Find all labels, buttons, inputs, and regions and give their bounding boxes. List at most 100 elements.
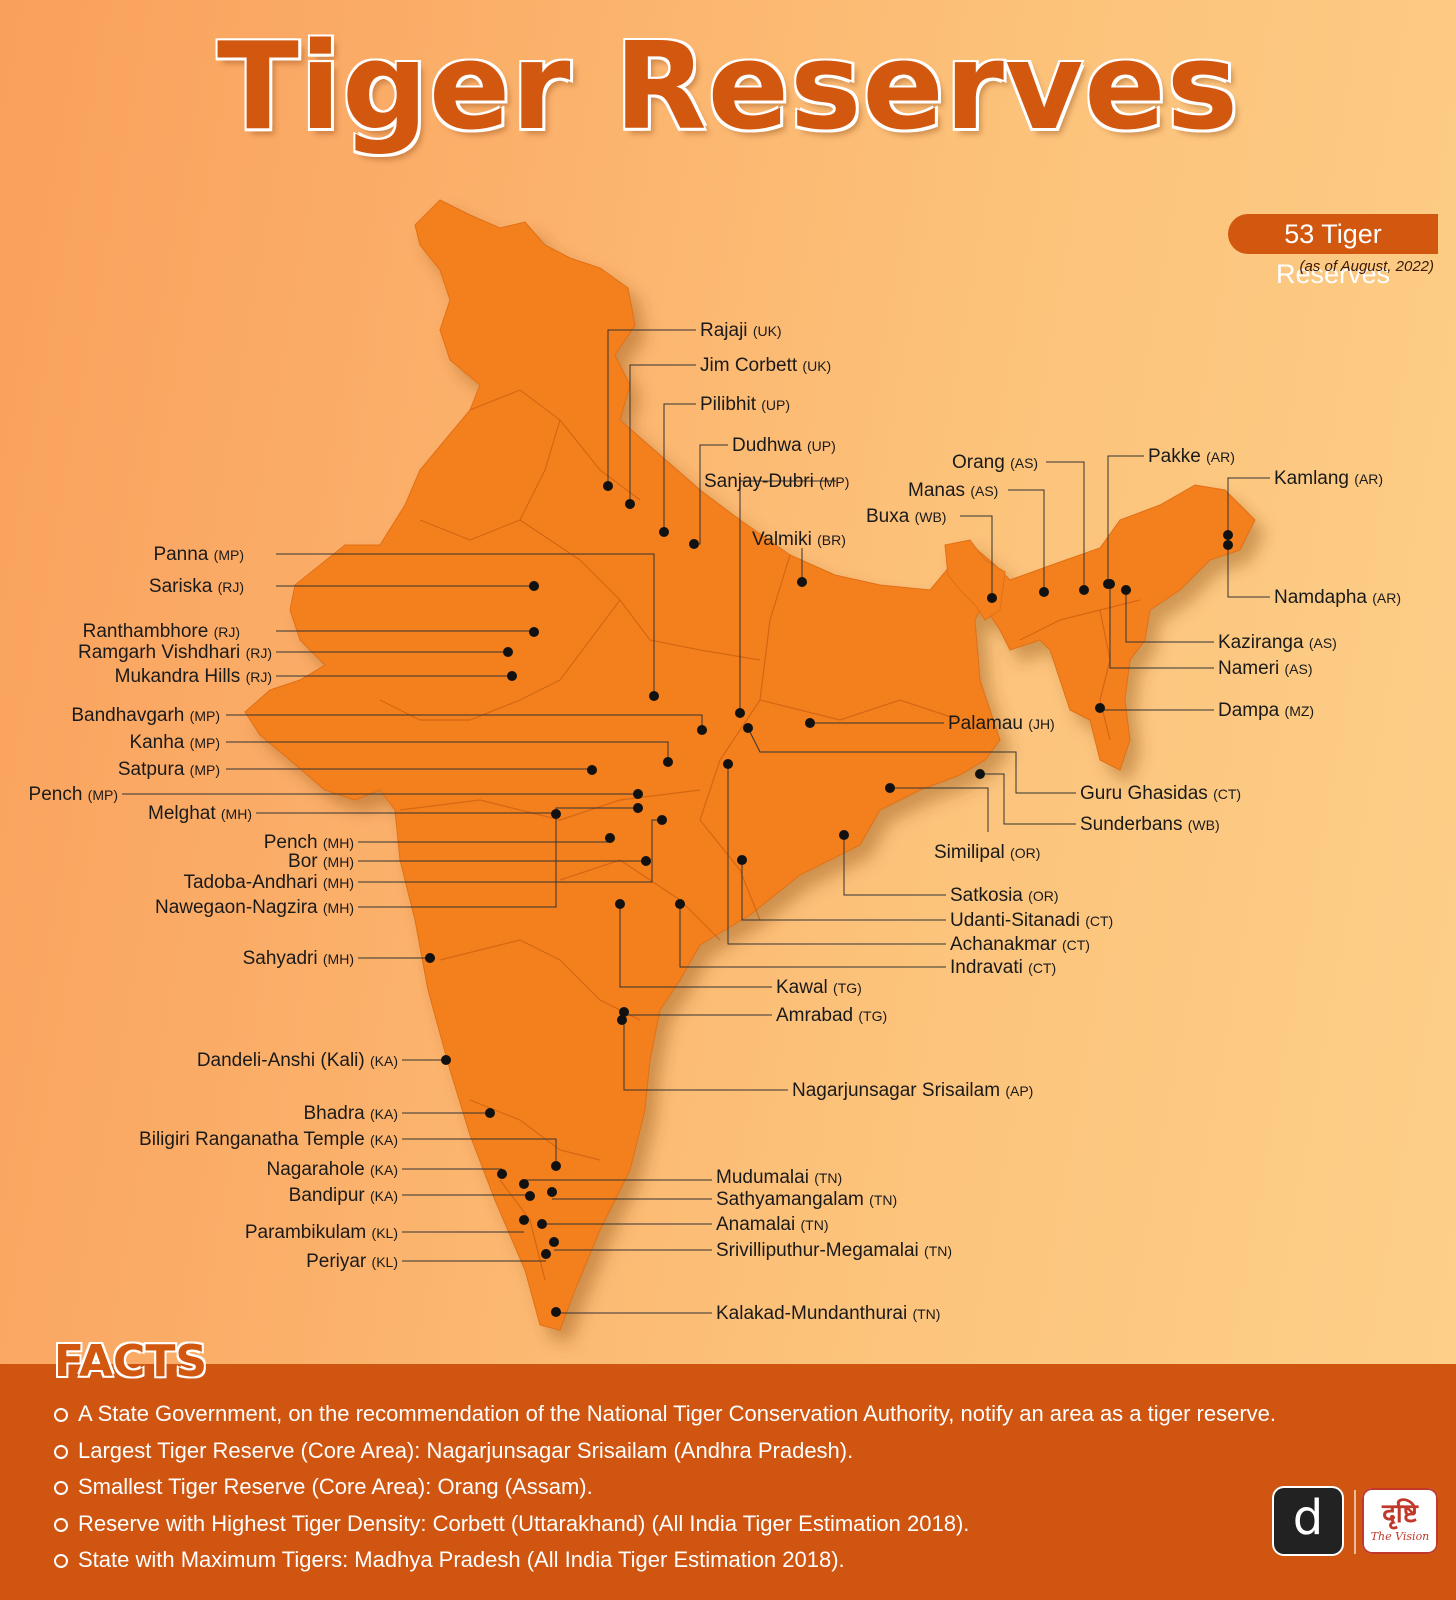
leader-line [960, 515, 993, 598]
reserve-label: Pakke (AR) [1148, 446, 1235, 467]
reserve-state-code: (KA) [370, 1106, 398, 1122]
reserve-name: Anamalai [716, 1214, 801, 1235]
reserve-state-code: (OR) [1010, 845, 1040, 861]
india-map: Rajaji (UK)Jim Corbett (UK)Pilibhit (UP)… [29, 199, 1402, 1331]
reserve-state-code: (TG) [858, 1008, 887, 1024]
leader-line [402, 1138, 557, 1166]
reserve-state-code: (KA) [370, 1162, 398, 1178]
leader-line [1125, 590, 1214, 643]
reserve-count-date: (as of August, 2022) [1299, 258, 1434, 275]
reserve-dot [519, 1215, 529, 1225]
reserve-name: Melghat [148, 803, 221, 824]
reserve-dot [617, 1015, 627, 1025]
reserve-name: Satpura [118, 759, 190, 780]
facts-band [0, 1364, 1456, 1600]
reserve-state-code: (AS) [1010, 455, 1038, 471]
reserve-label: Dudhwa (UP) [732, 435, 836, 456]
reserve-state-code: (MH) [323, 835, 354, 851]
reserve-dot [641, 856, 651, 866]
leader-line [358, 807, 638, 908]
border-line [499, 1179, 546, 1281]
logo-divider [1354, 1490, 1356, 1554]
leader-line [890, 787, 989, 832]
leader-line [739, 480, 836, 713]
reserve-dot [1039, 587, 1049, 597]
reserve-state-code: (CT) [1062, 937, 1090, 953]
border-line [379, 599, 621, 721]
reserve-state-code: (RJ) [214, 624, 240, 640]
reserve-dot [1121, 585, 1131, 595]
reserve-name: Bandipur [289, 1185, 370, 1206]
reserve-label: Tadoba-Andhari (MH) [183, 872, 354, 893]
reserve-state-code: (WB) [915, 509, 947, 525]
reserve-label: Orang (AS) [952, 452, 1038, 473]
reserve-dot [551, 1307, 561, 1317]
reserve-state-code: (KL) [372, 1225, 398, 1241]
reserve-labels: Rajaji (UK)Jim Corbett (UK)Pilibhit (UP)… [29, 320, 1402, 1324]
reserve-label: Nameri (AS) [1218, 658, 1313, 679]
reserve-label: Amrabad (TG) [776, 1005, 887, 1026]
reserve-label: Satpura (MP) [118, 759, 220, 780]
fact-text: Smallest Tiger Reserve (Core Area): Oran… [78, 1474, 593, 1499]
reserve-state-code: (MP) [190, 735, 220, 751]
reserve-dot [657, 815, 667, 825]
reserve-name: Dampa [1218, 700, 1285, 721]
reserve-dot [529, 581, 539, 591]
reserve-name: Guru Ghasidas [1080, 783, 1213, 804]
fact-text: Largest Tiger Reserve (Core Area): Nagar… [78, 1437, 854, 1463]
reserve-label: Nawegaon-Nagzira (MH) [155, 897, 354, 918]
reserve-name: Bandhavgarh [71, 705, 189, 726]
reserve-name: Kawal [776, 977, 833, 998]
leader-line [1109, 584, 1214, 669]
state-borders [379, 389, 1141, 1281]
reserve-name: Nagarahole [266, 1159, 370, 1180]
reserve-dot [633, 789, 643, 799]
bullet-icon [54, 1517, 68, 1532]
reserve-label: Kalakad-Mundanthurai (TN) [716, 1303, 940, 1324]
leader-line [663, 403, 696, 532]
border-line [1019, 599, 1141, 641]
border-line [469, 1099, 601, 1161]
reserve-name: Nawegaon-Nagzira [155, 897, 323, 918]
reserve-dot [537, 1219, 547, 1229]
reserve-dot [485, 1108, 495, 1118]
reserve-label: Bhadra (KA) [303, 1103, 398, 1124]
reserve-label: Pilibhit (UP) [700, 394, 790, 415]
reserve-state-code: (UK) [753, 323, 782, 339]
bullet-icon [54, 1408, 68, 1422]
reserve-name: Kanha [129, 732, 189, 753]
reserve-label: Satkosia (OR) [950, 885, 1058, 906]
reserve-label: Ramgarh Vishdhari (RJ) [78, 642, 272, 663]
reserve-dot [547, 1187, 557, 1197]
drishti-logo: d [1274, 1488, 1342, 1554]
reserve-state-code: (AR) [1206, 449, 1235, 465]
reserve-dot [675, 899, 685, 909]
reserve-state-code: (KA) [370, 1053, 398, 1069]
reserve-name: Amrabad [776, 1005, 858, 1026]
reserve-name: Similipal [934, 842, 1010, 863]
reserve-state-code: (MP) [190, 762, 220, 778]
reserve-dot [1079, 585, 1089, 595]
reserve-name: Satkosia [950, 885, 1028, 906]
reserve-state-code: (JH) [1028, 716, 1054, 732]
reserve-name: Sariska [149, 576, 218, 597]
border-line [759, 699, 961, 721]
reserve-name: Biligiri Ranganatha Temple [139, 1129, 370, 1150]
reserve-dot [797, 577, 807, 587]
reserve-label: Guru Ghasidas (CT) [1080, 783, 1241, 804]
reserve-label: Parambikulam (KL) [245, 1222, 398, 1243]
reserve-state-code: (MH) [323, 854, 354, 870]
reserve-name: Sanjay-Dubri [704, 471, 819, 492]
reserve-label: Similipal (OR) [934, 842, 1040, 863]
reserve-label: Kanha (MP) [129, 732, 220, 753]
reserve-state-code: (TG) [833, 980, 862, 996]
leader-line [1008, 489, 1045, 592]
reserve-label: Sunderbans (WB) [1080, 814, 1220, 835]
reserve-label: Nagarjunsagar Srisailam (AP) [792, 1080, 1033, 1101]
reserve-name: Srivilliputhur-Megamalai [716, 1240, 924, 1261]
reserve-name: Palamau [948, 713, 1028, 734]
reserve-label: Biligiri Ranganatha Temple (KA) [139, 1129, 398, 1150]
border-line [559, 859, 721, 941]
reserve-state-code: (AR) [1354, 471, 1383, 487]
reserve-dot [541, 1249, 551, 1259]
